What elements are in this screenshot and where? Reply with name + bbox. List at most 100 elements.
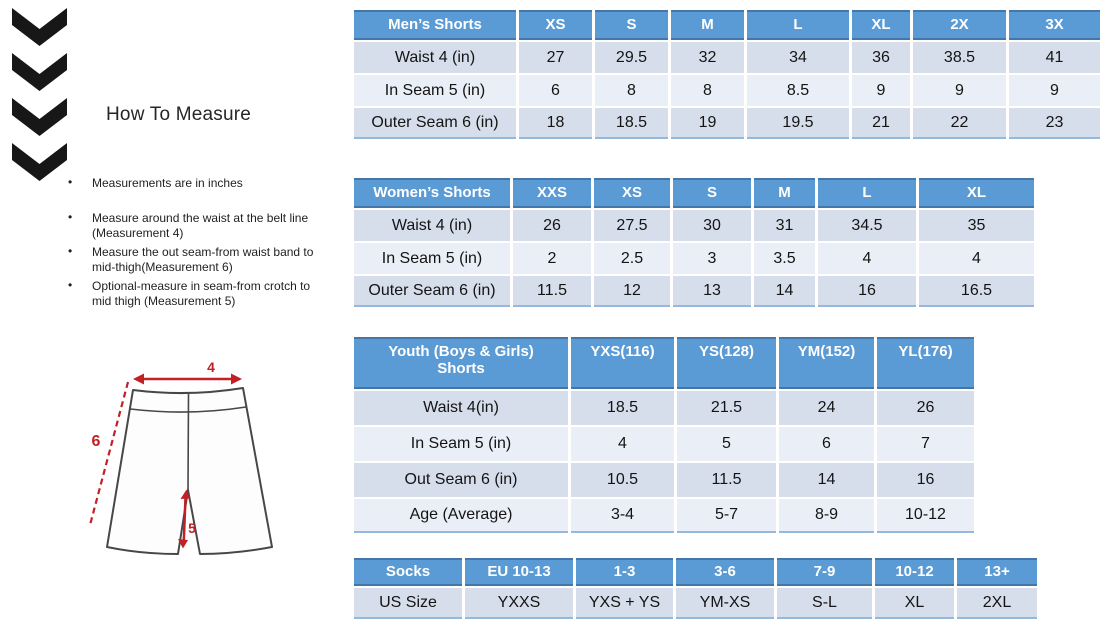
table-row: US Size YXXS YXS + YS YM-XS S-L XL 2XL xyxy=(354,588,1037,619)
waist-measure-label: 4 xyxy=(207,359,215,375)
row-label: Age (Average) xyxy=(354,499,568,533)
cell-value: 21.5 xyxy=(677,391,776,425)
cell-value: 26 xyxy=(513,210,591,241)
outseam-measure-line: 6 xyxy=(88,381,130,526)
womens-size-table: Women’s Shorts XXS XS S M L XL Waist 4 (in) 26 27… xyxy=(351,176,1037,309)
cell-value: 8 xyxy=(595,75,668,106)
cell-value: 19 xyxy=(671,108,744,139)
cell-value: 16 xyxy=(818,276,916,307)
table-row: Age (Average) 3-4 5-7 8-9 10-12 xyxy=(354,499,974,533)
womens-table-title: Women’s Shorts xyxy=(354,178,510,208)
row-label: Waist 4 (in) xyxy=(354,42,516,73)
size-column-header: YL(176) xyxy=(877,337,974,389)
cell-value: 3-4 xyxy=(571,499,674,533)
instruction-item: Measure the out seam-from waist band to … xyxy=(64,244,318,276)
size-column-header: S xyxy=(595,10,668,40)
row-label: In Seam 5 (in) xyxy=(354,75,516,106)
outseam-measure-label: 6 xyxy=(92,433,101,450)
hummel-chevrons-logo xyxy=(12,8,67,181)
cell-value: YXXS xyxy=(465,588,573,619)
size-column-header: XL xyxy=(852,10,910,40)
socks-size-table: Socks EU 10-13 1-3 3-6 7-9 10-12 13+ US Size YXX… xyxy=(351,556,1040,621)
size-column-header: XXS xyxy=(513,178,591,208)
chevron-down-icon xyxy=(12,98,67,136)
table-title-text: Men’s Shorts xyxy=(388,16,482,34)
size-column-header: YS(128) xyxy=(677,337,776,389)
cell-value: 13 xyxy=(673,276,751,307)
header-row: Men’s Shorts XS S M L XL 2X 3X xyxy=(354,10,1100,40)
cell-value: 9 xyxy=(1009,75,1100,106)
youth-size-table: Youth (Boys & Girls) Shorts YXS(116) YS(12… xyxy=(351,335,977,535)
cell-value: 29.5 xyxy=(595,42,668,73)
cell-value: 31 xyxy=(754,210,815,241)
youth-table-title: Youth (Boys & Girls) Shorts xyxy=(354,337,568,389)
measure-instructions-list: Measurements are in inches Measure around… xyxy=(64,175,318,313)
cell-value: 18.5 xyxy=(571,391,674,425)
table-row: Waist 4 (in) 26 27.5 30 31 34.5 35 xyxy=(354,210,1034,241)
cell-value: 35 xyxy=(919,210,1034,241)
cell-value: 4 xyxy=(571,427,674,461)
shorts-outline xyxy=(106,387,273,555)
row-label: In Seam 5 (in) xyxy=(354,427,568,461)
cell-value: 19.5 xyxy=(747,108,849,139)
cell-value: 2XL xyxy=(957,588,1037,619)
waist-measure-arrow: 4 xyxy=(133,359,242,385)
cell-value: 16.5 xyxy=(919,276,1034,307)
mens-size-table: Men’s Shorts XS S M L XL 2X 3X Waist 4 (in) 27 29.… xyxy=(351,8,1103,141)
size-column-header: L xyxy=(747,10,849,40)
cell-value: 9 xyxy=(913,75,1006,106)
cell-value: 38.5 xyxy=(913,42,1006,73)
table-row: In Seam 5 (in) 6 8 8 8.5 9 9 9 xyxy=(354,75,1100,106)
cell-value: 10-12 xyxy=(877,499,974,533)
header-row: Socks EU 10-13 1-3 3-6 7-9 10-12 13+ xyxy=(354,558,1037,586)
size-column-header: YXS(116) xyxy=(571,337,674,389)
header-row: Youth (Boys & Girls) Shorts YXS(116) YS(12… xyxy=(354,337,974,389)
cell-value: 41 xyxy=(1009,42,1100,73)
size-column-header: 7-9 xyxy=(777,558,872,586)
instruction-item: Measurements are in inches xyxy=(64,175,318,192)
table-row: In Seam 5 (in) 4 5 6 7 xyxy=(354,427,974,461)
cell-value: 8-9 xyxy=(779,499,874,533)
chevron-down-icon xyxy=(12,8,67,46)
cell-value: 36 xyxy=(852,42,910,73)
cell-value: 5-7 xyxy=(677,499,776,533)
cell-value: 22 xyxy=(913,108,1006,139)
cell-value: 4 xyxy=(818,243,916,274)
cell-value: 8.5 xyxy=(747,75,849,106)
shorts-measurement-diagram: 4 6 5 xyxy=(88,359,273,555)
cell-value: 11.5 xyxy=(677,463,776,497)
cell-value: 11.5 xyxy=(513,276,591,307)
size-column-header: 3X xyxy=(1009,10,1100,40)
row-label: Outer Seam 6 (in) xyxy=(354,276,510,307)
cell-value: 18 xyxy=(519,108,592,139)
cell-value: 18.5 xyxy=(595,108,668,139)
header-row: Women’s Shorts XXS XS S M L XL xyxy=(354,178,1034,208)
size-column-header: XL xyxy=(919,178,1034,208)
cell-value: 12 xyxy=(594,276,670,307)
inseam-measure-arrow: 5 xyxy=(178,489,196,549)
size-column-header: 3-6 xyxy=(676,558,774,586)
cell-value: 14 xyxy=(779,463,874,497)
cell-value: 34 xyxy=(747,42,849,73)
size-column-header: 1-3 xyxy=(576,558,673,586)
cell-value: 10.5 xyxy=(571,463,674,497)
cell-value: S-L xyxy=(777,588,872,619)
size-column-header: L xyxy=(818,178,916,208)
size-column-header: M xyxy=(754,178,815,208)
table-row: In Seam 5 (in) 2 2.5 3 3.5 4 4 xyxy=(354,243,1034,274)
chevron-down-icon xyxy=(12,143,67,181)
row-label: US Size xyxy=(354,588,462,619)
cell-value: 7 xyxy=(877,427,974,461)
how-to-measure-title: How To Measure xyxy=(106,104,252,125)
table-row: Outer Seam 6 (in) 18 18.5 19 19.5 21 22 23 xyxy=(354,108,1100,139)
cell-value: 27.5 xyxy=(594,210,670,241)
table-title-text: Socks xyxy=(385,563,431,581)
table-title-text: Women’s Shorts xyxy=(373,184,491,202)
table-row: Waist 4(in) 18.5 21.5 24 26 xyxy=(354,391,974,425)
cell-value: 26 xyxy=(877,391,974,425)
size-column-header: XS xyxy=(594,178,670,208)
cell-value: 6 xyxy=(519,75,592,106)
center-seam-line xyxy=(187,393,190,491)
cell-value: 4 xyxy=(919,243,1034,274)
row-label: Waist 4 (in) xyxy=(354,210,510,241)
